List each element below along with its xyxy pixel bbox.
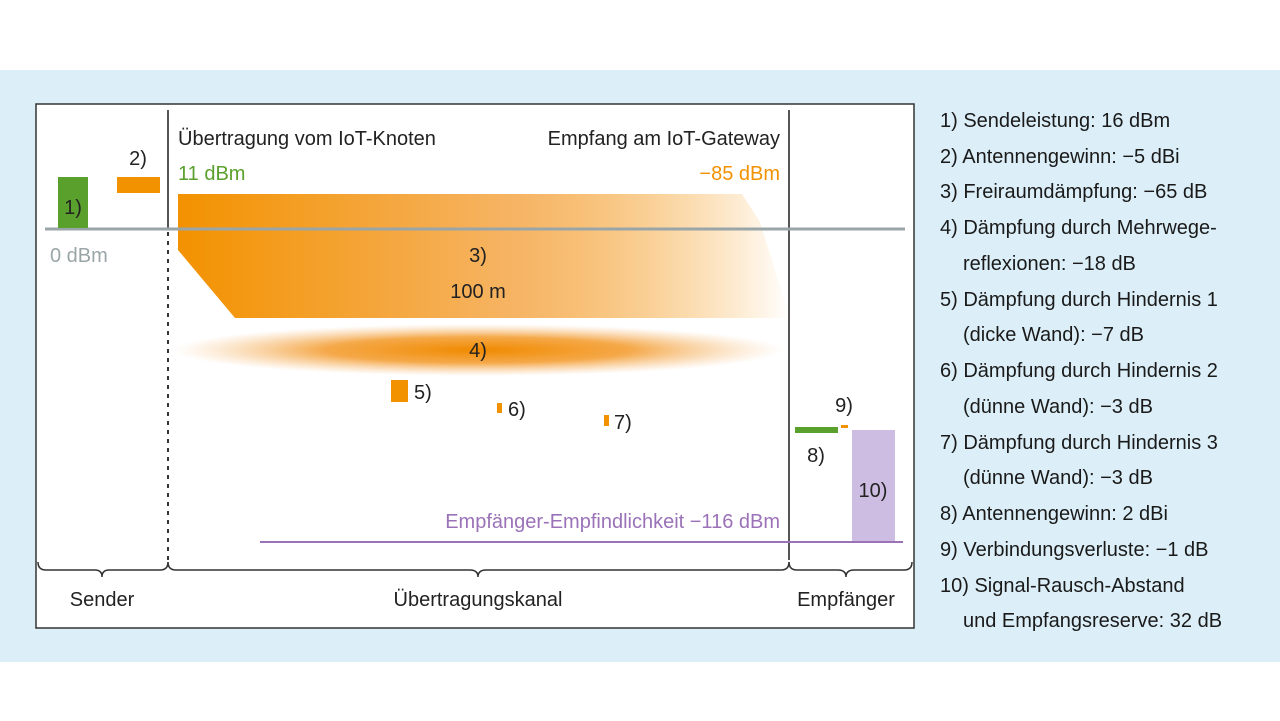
zero-dbm-label: 0 dBm: [50, 245, 108, 267]
connection-loss-bar: [841, 425, 848, 428]
marker-4: 4): [469, 340, 487, 362]
obstacle-1-bar: [391, 380, 408, 402]
sensitivity-label: Empfänger-Empfindlichkeit −116 dBm: [445, 511, 780, 533]
legend-item-10: 10) Signal-Rausch-Abstand: [940, 575, 1185, 597]
free-space-loss-band: [178, 194, 790, 318]
multipath-loss-ellipse: [173, 324, 783, 376]
marker-3-distance: 100 m: [450, 281, 506, 303]
heading-reception: Empfang am IoT-Gateway: [548, 128, 780, 150]
legend-item-9: 9) Verbindungsverluste: −1 dB: [940, 539, 1209, 561]
heading-transmission: Übertragung vom IoT-Knoten: [178, 128, 436, 150]
legend-item-1: 1) Sendeleistung: 16 dBm: [940, 110, 1170, 132]
marker-9: 9): [835, 395, 853, 417]
obstacle-3-bar: [604, 415, 609, 426]
legend-item-4-cont: reflexionen: −18 dB: [963, 253, 1136, 275]
marker-6: 6): [508, 399, 526, 421]
transmit-power-bar: [58, 177, 88, 228]
legend-item-7-cont: (dünne Wand): −3 dB: [963, 467, 1153, 489]
marker-7: 7): [614, 412, 632, 434]
marker-8: 8): [807, 445, 825, 467]
legend-item-6-cont: (dünne Wand): −3 dB: [963, 396, 1153, 418]
brace-receiver: [788, 561, 913, 578]
legend: 1) Sendeleistung: 16 dBm 2) Antennengewi…: [940, 110, 1222, 632]
obstacle-2-bar: [497, 403, 502, 413]
marker-5: 5): [414, 382, 432, 404]
antenna-gain-tx-bar: [117, 177, 160, 193]
legend-item-7: 7) Dämpfung durch Hindernis 3: [940, 432, 1218, 454]
marker-1: 1): [64, 197, 82, 219]
reception-value: −85 dBm: [699, 163, 780, 185]
section-braces: [37, 561, 913, 578]
marker-2: 2): [129, 148, 147, 170]
section-channel: Übertragungskanal: [394, 589, 563, 611]
legend-item-5-cont: (dicke Wand): −7 dB: [963, 324, 1144, 346]
transmission-value: 11 dBm: [178, 163, 245, 185]
brace-channel: [167, 561, 790, 578]
legend-item-5: 5) Dämpfung durch Hindernis 1: [940, 289, 1218, 311]
legend-item-2: 2) Antennengewinn: −5 dBi: [940, 146, 1180, 168]
legend-item-3: 3) Freiraumdämpfung: −65 dB: [940, 181, 1207, 203]
section-sender: Sender: [70, 589, 135, 611]
section-receiver: Empfänger: [797, 589, 895, 611]
legend-item-4: 4) Dämpfung durch Mehrwege-: [940, 217, 1217, 239]
legend-item-6: 6) Dämpfung durch Hindernis 2: [940, 360, 1218, 382]
legend-item-10-cont: und Empfangsreserve: 32 dB: [963, 610, 1222, 632]
legend-item-8: 8) Antennengewinn: 2 dBi: [940, 503, 1168, 525]
marker-3: 3): [469, 245, 487, 267]
antenna-gain-rx-bar: [795, 427, 838, 433]
marker-10: 10): [859, 480, 888, 502]
brace-sender: [37, 561, 169, 578]
snr-margin-bar: [852, 430, 895, 542]
